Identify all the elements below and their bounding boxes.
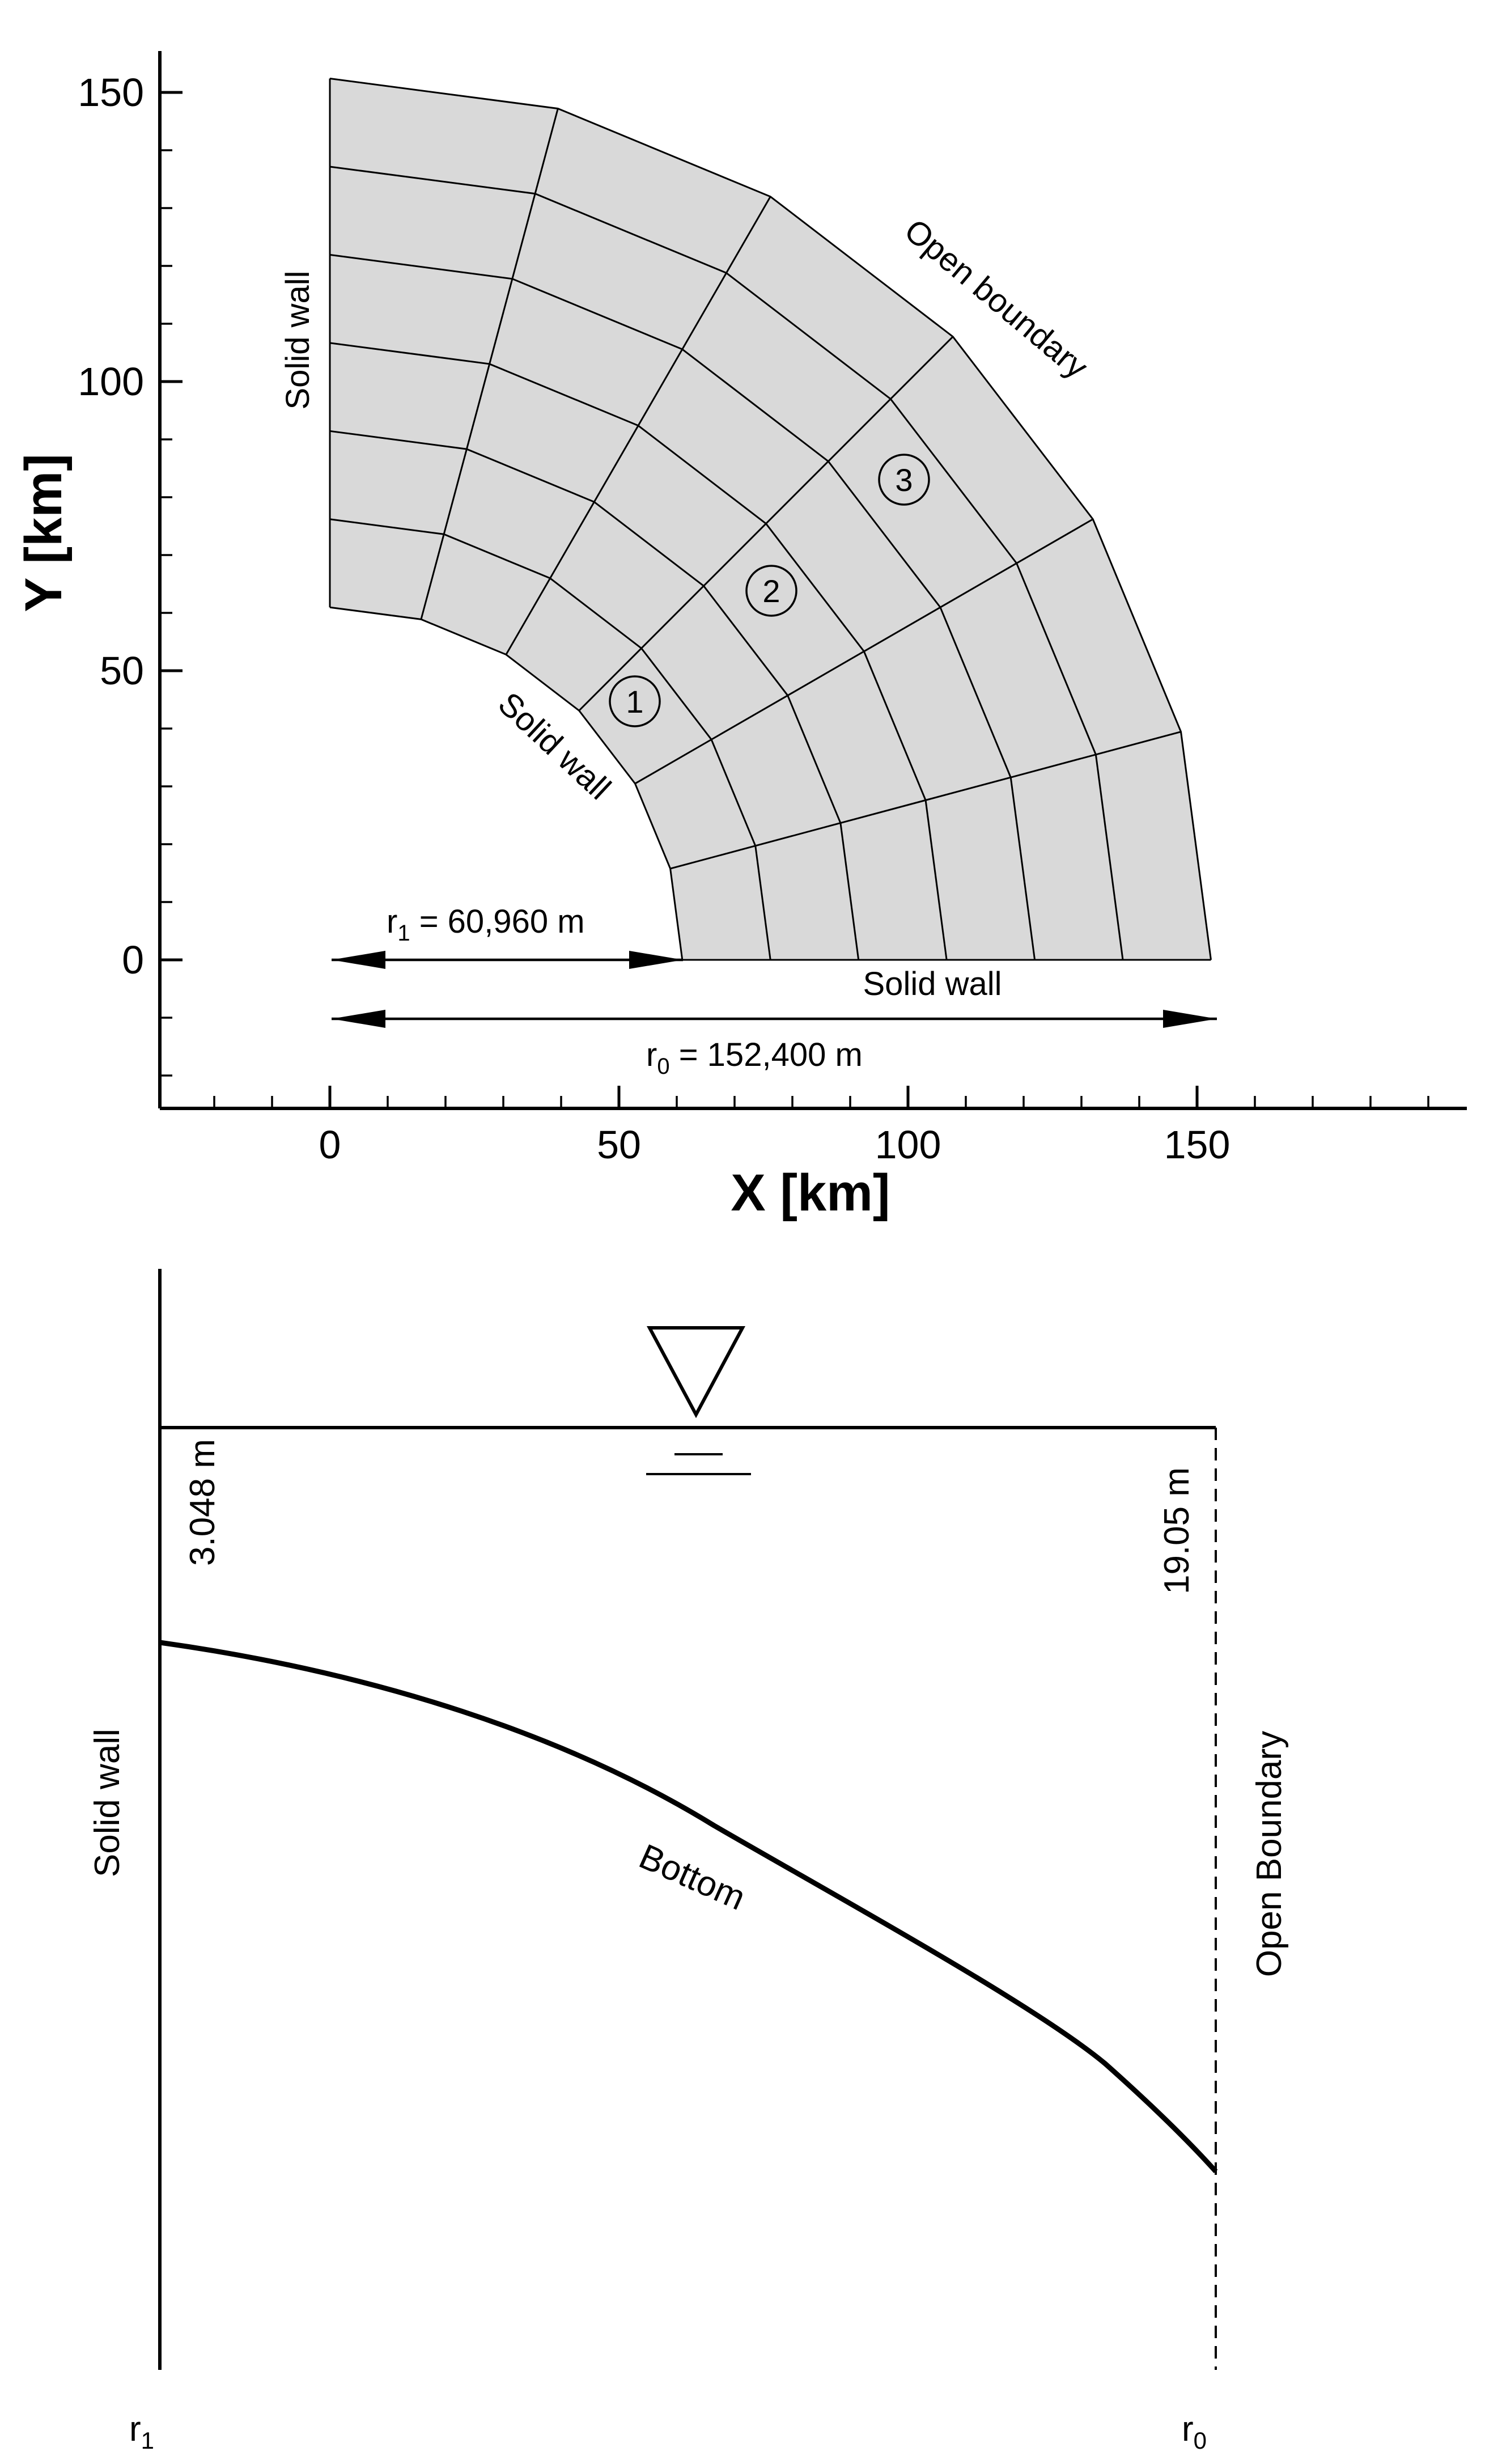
profile-r1-subscript: 1 — [141, 2427, 154, 2454]
mesh-radial-line — [420, 108, 559, 620]
r1-value: = 60,960 m — [410, 903, 585, 940]
r0-value: = 152,400 m — [670, 1036, 863, 1073]
x-tick-label: 50 — [597, 1123, 641, 1167]
x-axis-title: X [km] — [731, 1164, 890, 1222]
profile-open-boundary-label: Open Boundary — [1250, 1731, 1289, 1977]
station-1-circle — [609, 675, 661, 727]
r0-subscript: 0 — [657, 1054, 669, 1079]
mesh-grid — [329, 78, 1212, 961]
r0-arrowhead-right — [1163, 1010, 1217, 1028]
r0-arrowhead-left — [332, 1010, 385, 1028]
profile-solid-wall-label: Solid wall — [88, 1729, 127, 1877]
x-axis: 0 50 100 150 — [160, 1086, 1467, 1167]
r1-dimension: r1 = 60,960 m — [332, 903, 683, 969]
r1-symbol: r — [387, 903, 397, 940]
mesh-radial-line — [578, 336, 954, 712]
bottom-label: Bottom — [634, 1837, 752, 1918]
solid-wall-left-label: Solid wall — [279, 271, 316, 410]
r1-arrowhead-left — [332, 951, 385, 969]
water-level-triangle — [646, 1326, 746, 1419]
profile-r0-label: r0 — [1182, 2410, 1207, 2454]
mesh-radial-line — [505, 196, 771, 655]
profile-r0-subscript: 0 — [1194, 2427, 1207, 2454]
solid-wall-bottom-label: Solid wall — [863, 966, 1002, 1002]
plan-view-plot: 0 50 100 150 0 50 100 150 X [km] Y [km] Solid … — [15, 51, 1467, 1222]
station-3-number: 3 — [895, 462, 913, 498]
mesh-radial-line — [634, 518, 1093, 785]
r0-label: r0 = 152,400 m — [646, 1036, 863, 1079]
r0-dimension: r0 = 152,400 m — [332, 1010, 1217, 1079]
y-tick-label: 100 — [78, 359, 144, 404]
x-tick-label: 150 — [1164, 1123, 1231, 1167]
water-level-symbol — [646, 1326, 751, 1475]
x-tick-label: 100 — [875, 1123, 941, 1167]
station-2-marker: 2 — [745, 565, 797, 617]
y-axis-title: Y [km] — [15, 454, 73, 612]
profile-r1-label: r1 — [129, 2410, 154, 2454]
y-tick-label: 0 — [122, 938, 144, 982]
station-3-marker: 3 — [878, 454, 930, 506]
r1-label: r1 = 60,960 m — [387, 903, 585, 946]
depth-inner-label: 3.048 m — [183, 1439, 222, 1566]
y-axis: 0 50 100 150 — [78, 51, 183, 1108]
x-tick-label: 0 — [319, 1123, 341, 1167]
depth-outer-label: 19.05 m — [1157, 1467, 1196, 1594]
station-2-number: 2 — [762, 573, 780, 609]
station-3-circle — [878, 454, 930, 506]
depth-profile: 3.048 m 19.05 m Bottom Solid wall Open B… — [88, 1269, 1289, 2454]
profile-r1-symbol: r — [129, 2410, 141, 2449]
mesh-radial-line — [670, 731, 1181, 870]
r0-symbol: r — [646, 1036, 657, 1073]
bottom-profile-curve — [159, 1640, 1218, 2174]
station-1-marker: 1 — [609, 675, 661, 727]
station-1-number: 1 — [626, 684, 643, 719]
r1-arrowhead-right — [629, 951, 683, 969]
y-tick-label: 50 — [100, 649, 144, 693]
profile-r0-symbol: r — [1182, 2410, 1194, 2449]
y-tick-label: 150 — [78, 70, 144, 115]
r1-subscript: 1 — [397, 921, 410, 946]
station-2-circle — [745, 565, 797, 617]
